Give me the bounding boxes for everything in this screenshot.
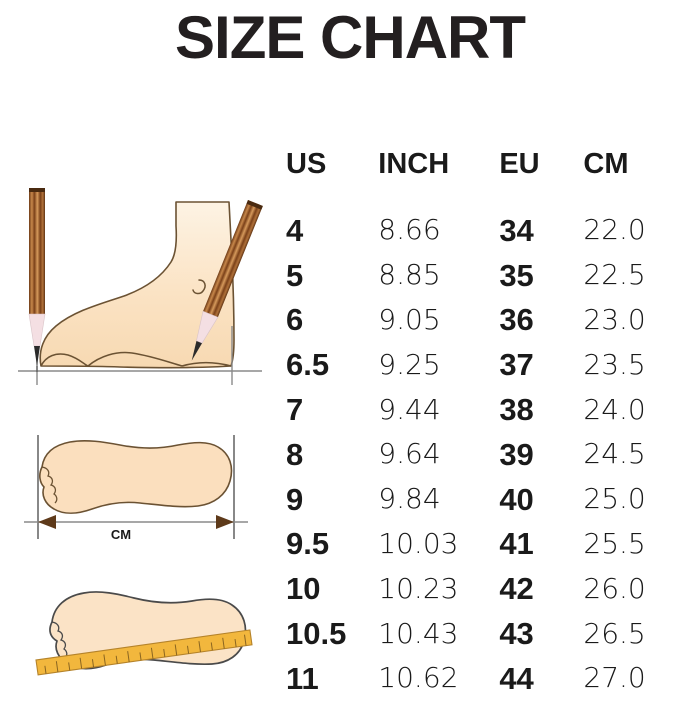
column-header-us: US — [286, 148, 327, 180]
measuring-tape-icon — [35, 629, 253, 676]
header-row: US INCH EU CM — [286, 142, 686, 208]
cell-us: 11 — [286, 660, 319, 696]
table-row: 10.5 10.43 43 26.5 — [286, 611, 686, 656]
footprint-tape-illustration — [0, 570, 290, 690]
cell-us: 9.5 — [286, 526, 330, 562]
cell-inch: 10.03 — [378, 526, 459, 560]
cell-us: 7 — [286, 392, 304, 428]
cell-eu: 34 — [499, 212, 534, 248]
table-row: 9.5 10.03 41 25.5 — [286, 522, 686, 567]
footprint-tape-svg — [35, 591, 253, 676]
cell-eu: 38 — [499, 392, 534, 428]
cell-cm: 25.5 — [583, 526, 646, 560]
cell-cm: 26.0 — [583, 571, 646, 605]
table-row: 5 8.85 35 22.5 — [286, 253, 686, 298]
cell-inch: 9.64 — [378, 437, 441, 471]
column-header-eu: EU — [499, 148, 540, 180]
cell-cm: 24.0 — [583, 392, 646, 426]
cell-inch: 9.84 — [378, 482, 441, 516]
cell-cm: 26.5 — [583, 616, 646, 650]
pencil-left-icon — [28, 188, 46, 372]
size-chart-table: US INCH EU CM 4 8.66 34 22.0 5 8.85 35 2… — [286, 142, 686, 701]
table-row: 8 9.64 39 24.5 — [286, 432, 686, 477]
foot-shape — [39, 201, 235, 369]
cell-inch: 8.66 — [378, 213, 441, 247]
cell-us: 10.5 — [286, 616, 347, 652]
table-row: 4 8.66 34 22.0 — [286, 208, 686, 253]
table-row: 9 9.84 40 25.0 — [286, 477, 686, 522]
cell-inch: 9.44 — [378, 392, 441, 426]
cell-cm: 27.0 — [583, 661, 646, 695]
cell-eu: 40 — [499, 481, 534, 517]
cell-us: 4 — [286, 212, 304, 248]
cell-cm: 23.5 — [583, 347, 646, 381]
cell-inch: 8.85 — [378, 258, 441, 292]
cell-us: 9 — [286, 481, 304, 517]
cell-eu: 41 — [499, 526, 534, 562]
table-row: 7 9.44 38 24.0 — [286, 387, 686, 432]
column-header-inch: INCH — [378, 148, 450, 180]
cell-us: 6 — [286, 302, 304, 338]
footprint-cm-svg: CM — [24, 435, 248, 542]
table-body: 4 8.66 34 22.0 5 8.85 35 22.5 6 9.05 36 … — [286, 208, 686, 701]
cell-us: 6.5 — [286, 347, 330, 383]
table-row: 6.5 9.25 37 23.5 — [286, 342, 686, 387]
illustration-panel: CM — [0, 180, 290, 690]
cell-eu: 36 — [499, 302, 534, 338]
foot-side-view-svg — [18, 188, 263, 385]
table-header: US INCH EU CM — [286, 142, 686, 208]
page-title: SIZE CHART — [175, 4, 526, 71]
cell-cm: 22.0 — [583, 213, 646, 247]
cell-eu: 37 — [499, 347, 534, 383]
cell-cm: 24.5 — [583, 437, 646, 471]
cell-inch: 10.62 — [378, 661, 459, 695]
table-row: 11 10.62 44 27.0 — [286, 656, 686, 701]
cell-us: 8 — [286, 436, 304, 472]
pencil-right-icon — [191, 200, 263, 361]
table-row: 10 10.23 42 26.0 — [286, 566, 686, 611]
cell-inch: 9.05 — [378, 302, 441, 336]
foot-side-view-illustration — [0, 180, 290, 405]
cell-cm: 23.0 — [583, 302, 646, 336]
cell-eu: 43 — [499, 616, 534, 652]
cell-inch: 10.43 — [378, 616, 459, 650]
cell-us: 5 — [286, 257, 304, 293]
measurement-guides — [24, 435, 248, 539]
cell-inch: 10.23 — [378, 571, 459, 605]
cell-cm: 25.0 — [583, 482, 646, 516]
cell-eu: 44 — [499, 660, 534, 696]
footprint-cm-illustration: CM — [0, 405, 290, 570]
table-row: 6 9.05 36 23.0 — [286, 298, 686, 343]
cell-us: 10 — [286, 571, 321, 607]
footprint-shape — [39, 439, 233, 514]
cell-eu: 35 — [499, 257, 534, 293]
cm-dimension-label: CM — [111, 527, 131, 542]
column-header-cm: CM — [583, 148, 629, 180]
cell-eu: 42 — [499, 571, 534, 607]
cell-eu: 39 — [499, 436, 534, 472]
cell-cm: 22.5 — [583, 258, 646, 292]
cell-inch: 9.25 — [378, 347, 441, 381]
